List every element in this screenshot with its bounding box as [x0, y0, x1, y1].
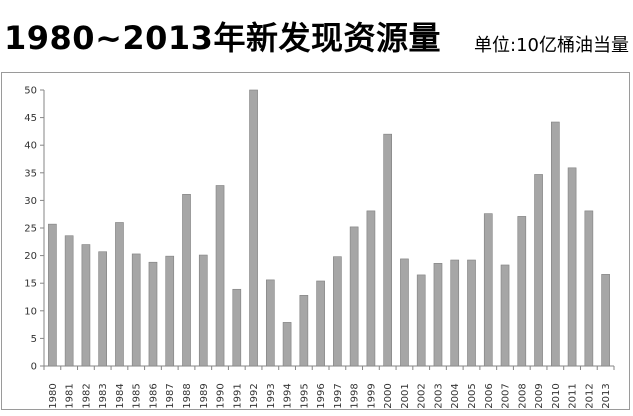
x-tick-label: 2012 [584, 383, 595, 408]
bar [165, 255, 175, 367]
x-tick-label: 1991 [232, 383, 243, 408]
x-tick-label: 1996 [316, 383, 327, 408]
x-tick-label: 1995 [299, 383, 310, 408]
x-tick-label: 2013 [601, 383, 612, 408]
bar [416, 274, 426, 367]
bar [265, 279, 275, 367]
bar [98, 251, 108, 367]
x-tick-label: 1981 [65, 383, 76, 408]
x-tick-label: 1987 [165, 383, 176, 408]
bar [215, 185, 225, 367]
bar [534, 174, 543, 367]
x-tick-label: 2000 [383, 383, 394, 408]
bar [433, 263, 443, 367]
chart-title: 1980~2013年新发现资源量 [4, 19, 441, 57]
x-tick-label: 2001 [400, 383, 411, 408]
x-tick-label: 1992 [249, 383, 260, 408]
chart-frame [1, 72, 630, 410]
bar [601, 274, 610, 367]
x-tick-label: 1980 [48, 383, 59, 408]
y-tick-label: 45 [24, 113, 37, 124]
x-tick-label: 1986 [148, 383, 159, 408]
bar [517, 216, 527, 367]
bar [400, 258, 409, 367]
x-tick-label: 1997 [333, 383, 344, 408]
bar [148, 261, 158, 367]
bar [131, 253, 141, 367]
x-tick-label: 1990 [216, 383, 227, 408]
x-tick-label: 1998 [350, 383, 361, 408]
bar [349, 226, 359, 367]
x-tick-label: 2010 [551, 383, 562, 408]
x-tick-label: 2008 [517, 383, 528, 408]
bar [316, 280, 325, 367]
bar [81, 244, 91, 367]
bar [467, 259, 476, 367]
bar [333, 256, 342, 367]
bar [584, 210, 594, 367]
x-tick-label: 2004 [450, 383, 461, 408]
x-tick-label: 1999 [366, 383, 377, 408]
bar [282, 322, 292, 367]
x-tick-label: 1989 [199, 383, 210, 408]
bar [483, 213, 493, 367]
x-tick-label: 2005 [467, 383, 478, 408]
bar [366, 210, 376, 367]
bar [182, 194, 191, 367]
x-tick-label: 1985 [132, 383, 143, 408]
x-tick-label: 1984 [115, 383, 126, 408]
bar [249, 89, 258, 367]
bar [550, 121, 560, 367]
x-tick-label: 2006 [484, 383, 495, 408]
bar [115, 222, 124, 367]
x-tick-label: 2002 [417, 383, 428, 408]
bar [500, 264, 510, 367]
x-tick-label: 2007 [501, 383, 512, 408]
bars [48, 89, 610, 367]
bar [450, 259, 460, 367]
x-tick-label: 1982 [81, 383, 92, 408]
bar [64, 235, 74, 367]
y-tick-label: 30 [24, 196, 37, 207]
y-axis: 0 5 10 15 20 25 30 35 40 45 50 [24, 86, 45, 373]
y-tick-label: 20 [24, 251, 37, 262]
y-tick-label: 25 [24, 224, 37, 235]
x-tick-label: 1983 [98, 383, 109, 408]
x-tick-label: 2003 [433, 383, 444, 408]
y-tick-label: 35 [24, 168, 37, 179]
y-tick-label: 5 [31, 334, 37, 345]
bar [232, 288, 242, 367]
bar [48, 223, 57, 367]
y-tick-label: 10 [24, 306, 37, 317]
bar [299, 295, 309, 367]
x-axis: 1980 1981 1982 1983 1984 1985 1986 1987 1988 1989… [43, 365, 615, 409]
x-tick-label: 2009 [534, 383, 545, 408]
y-tick-label: 40 [24, 141, 37, 152]
bar [383, 133, 392, 367]
x-tick-label: 1993 [266, 383, 277, 408]
x-tick-label: 1994 [283, 383, 294, 408]
bar [198, 254, 208, 367]
y-tick-label: 50 [24, 86, 37, 97]
bar [567, 167, 577, 367]
y-tick-label: 0 [31, 362, 37, 373]
x-tick-label: 1988 [182, 383, 193, 408]
unit-note: 单位:10亿桶油当量 [474, 35, 629, 56]
x-tick-label: 2011 [568, 383, 579, 408]
y-tick-label: 15 [24, 279, 37, 290]
